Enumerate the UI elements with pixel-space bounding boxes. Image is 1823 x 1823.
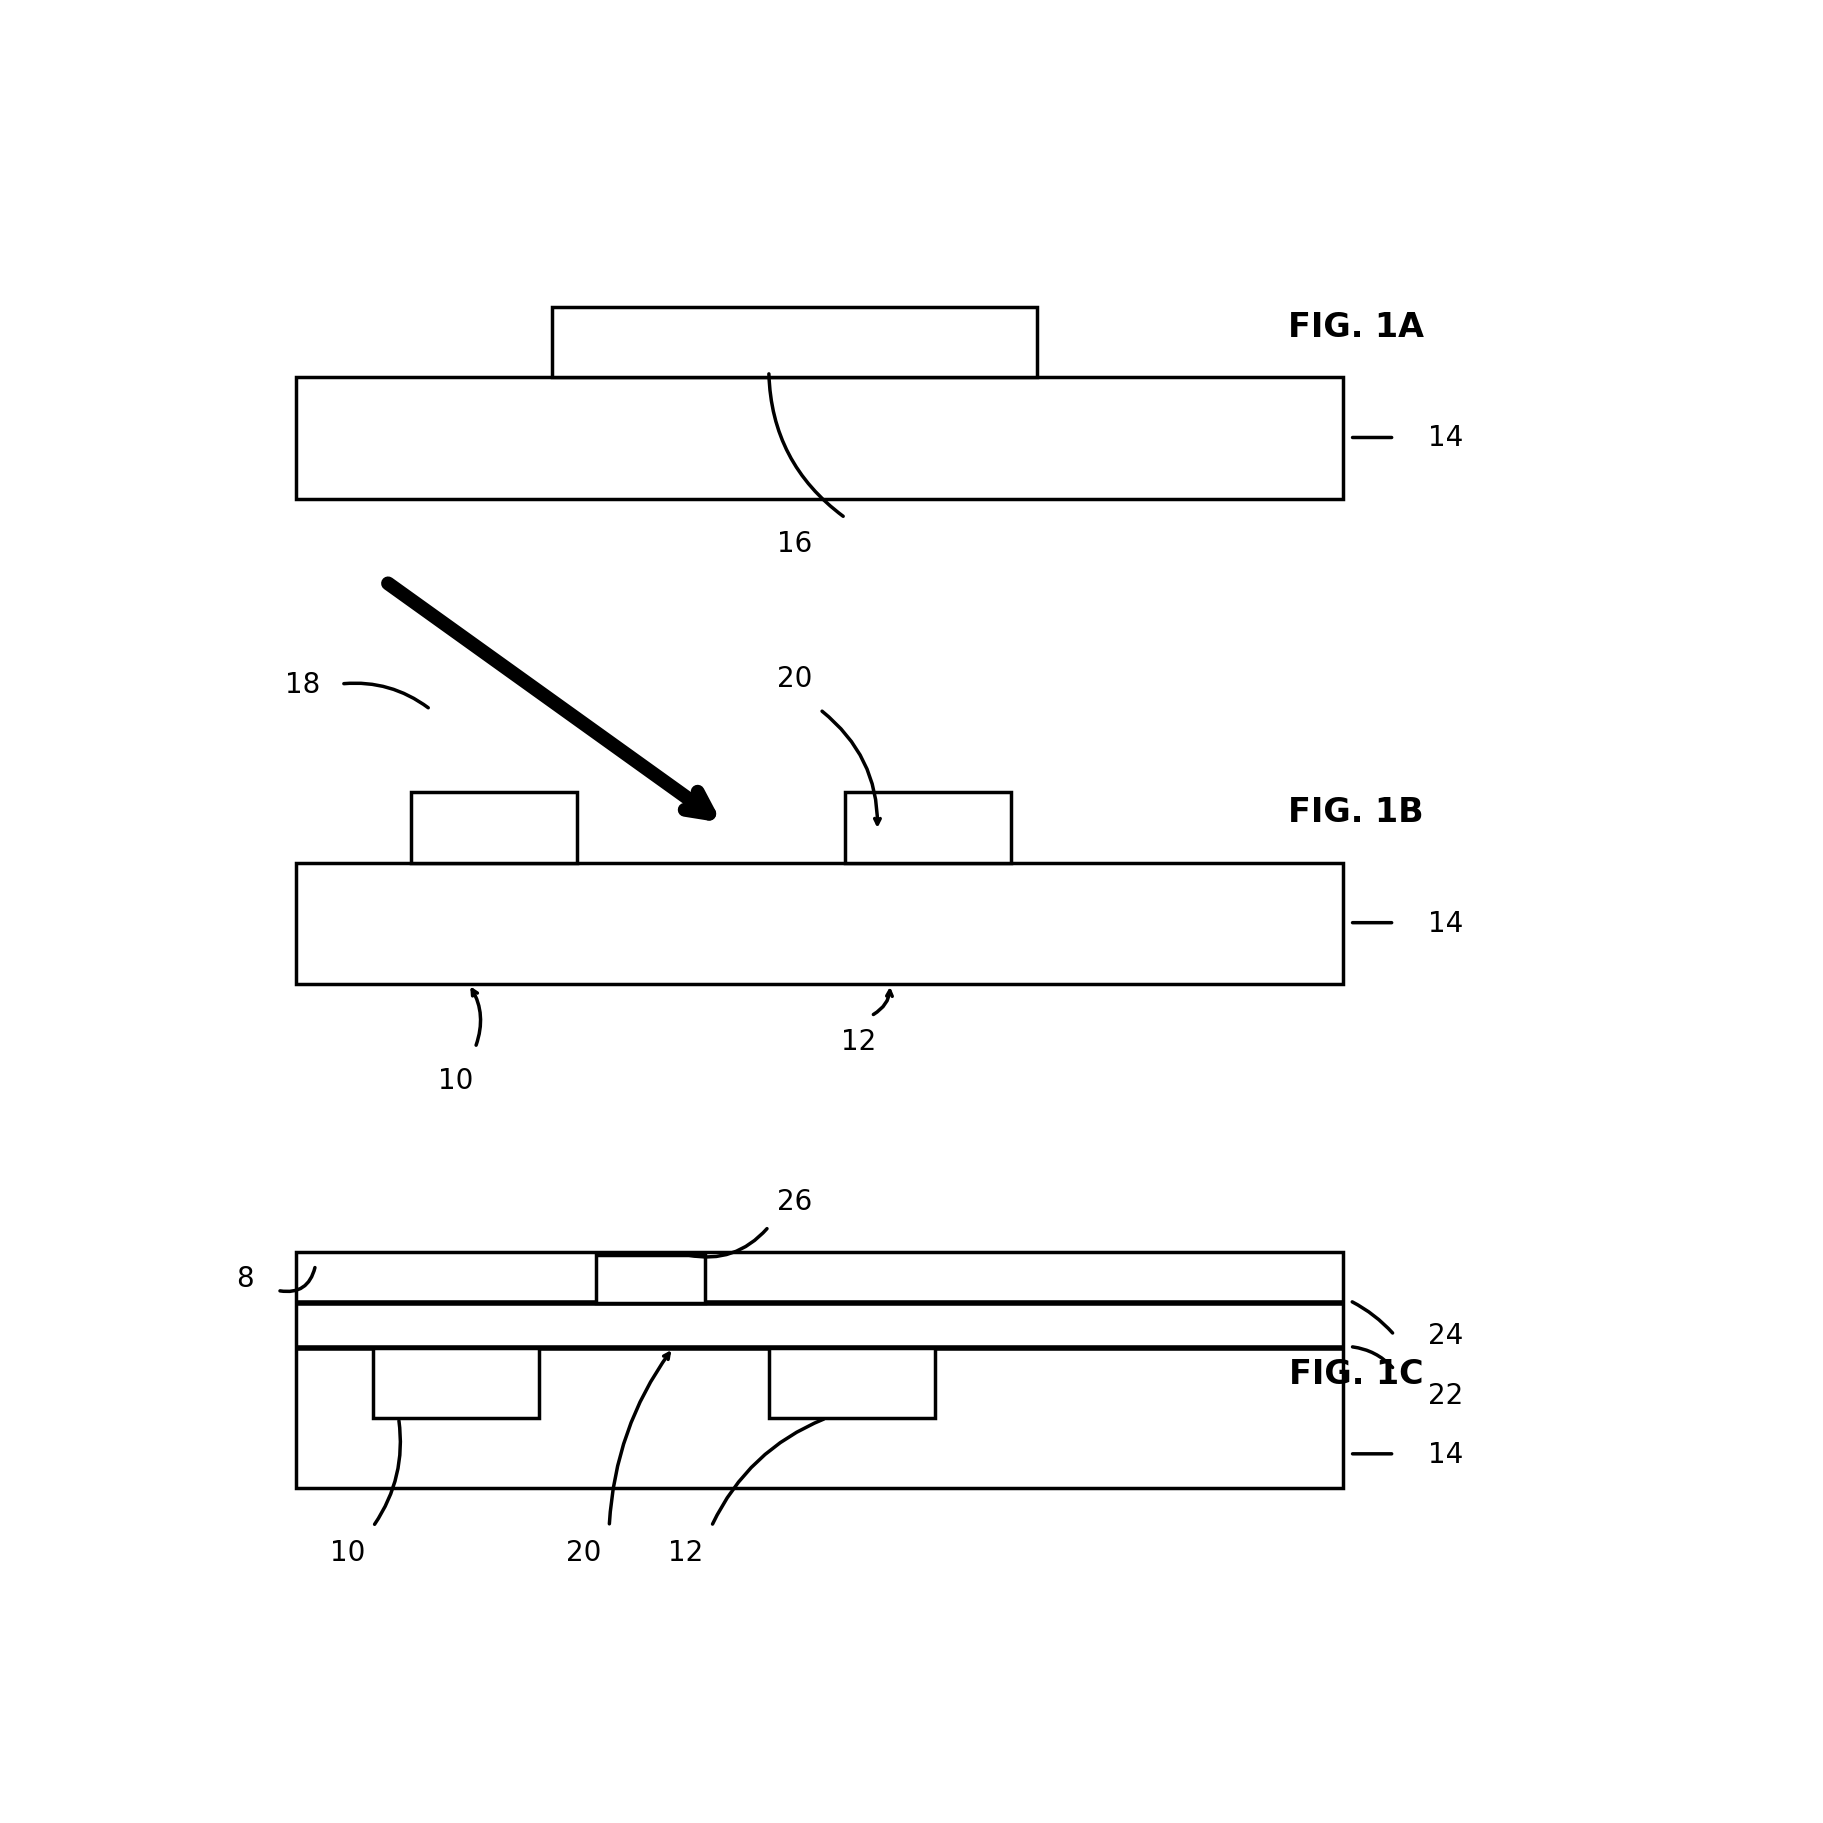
Text: FIG. 1C: FIG. 1C bbox=[1289, 1356, 1422, 1391]
Text: 10: 10 bbox=[438, 1066, 474, 1094]
Bar bbox=[551, 308, 1035, 379]
Bar bbox=[596, 1254, 704, 1303]
Bar bbox=[295, 377, 1342, 500]
Text: 12: 12 bbox=[667, 1539, 704, 1566]
Text: 14: 14 bbox=[1427, 910, 1462, 937]
Text: 20: 20 bbox=[777, 664, 811, 693]
Text: 22: 22 bbox=[1427, 1382, 1462, 1409]
Text: 24: 24 bbox=[1427, 1322, 1462, 1349]
Text: FIG. 1A: FIG. 1A bbox=[1287, 310, 1424, 345]
Text: 14: 14 bbox=[1427, 425, 1462, 452]
Text: 14: 14 bbox=[1427, 1440, 1462, 1468]
Text: FIG. 1B: FIG. 1B bbox=[1287, 795, 1424, 829]
Text: 8: 8 bbox=[237, 1263, 253, 1293]
Text: 18: 18 bbox=[284, 671, 321, 698]
Bar bbox=[844, 793, 1010, 862]
Text: 16: 16 bbox=[777, 530, 811, 558]
Text: 20: 20 bbox=[565, 1539, 602, 1566]
Bar bbox=[295, 862, 1342, 984]
Text: 26: 26 bbox=[777, 1187, 811, 1216]
Bar bbox=[767, 1349, 933, 1418]
Bar bbox=[412, 793, 576, 862]
Text: 10: 10 bbox=[330, 1539, 365, 1566]
Bar bbox=[295, 1252, 1342, 1488]
Text: 12: 12 bbox=[840, 1028, 875, 1056]
Bar bbox=[372, 1349, 540, 1418]
